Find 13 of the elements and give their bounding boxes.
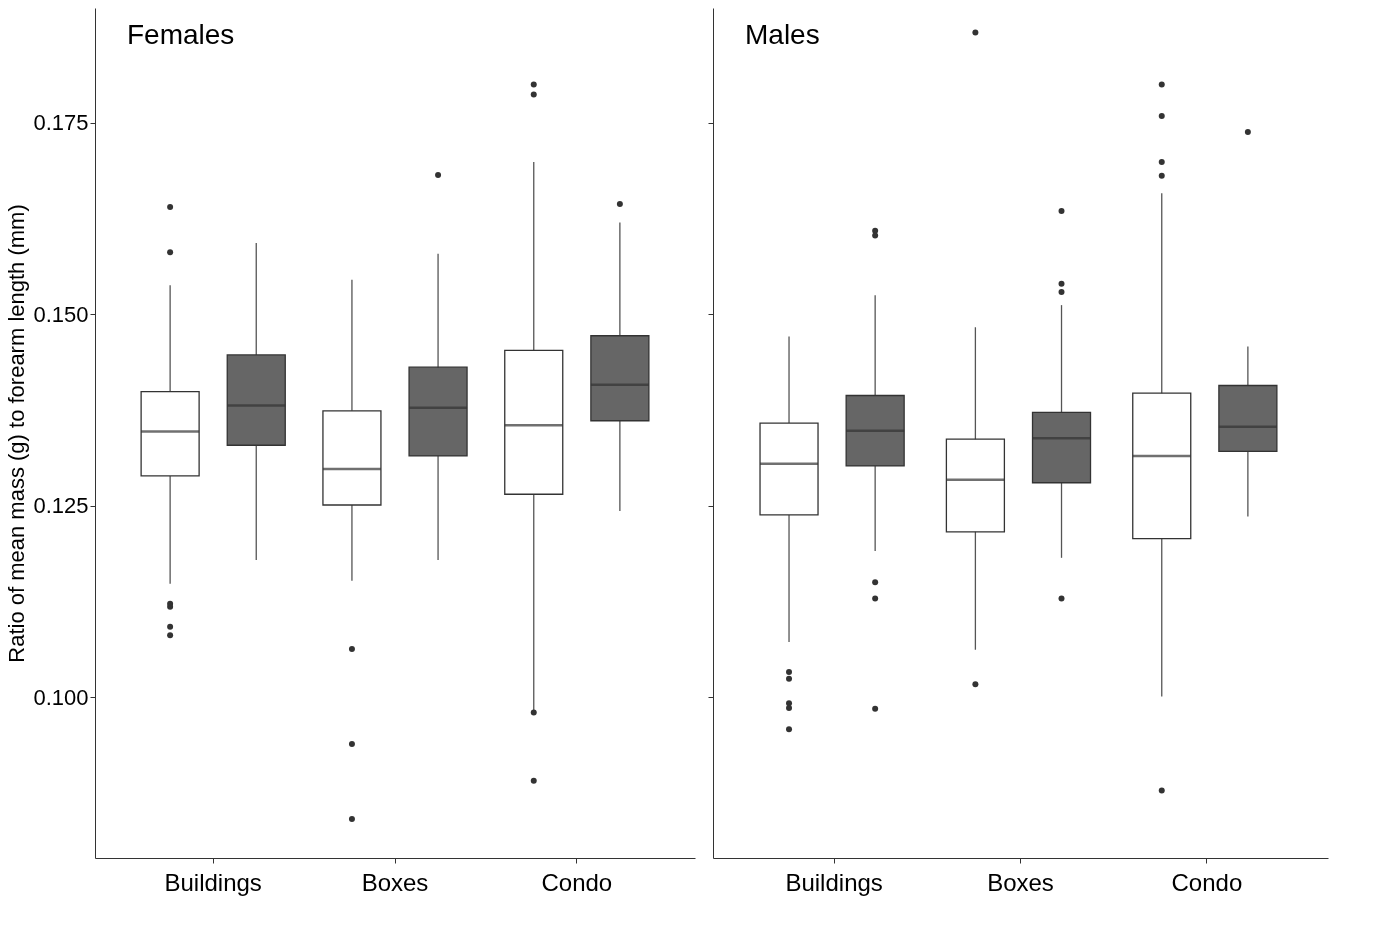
chart-title: Males — [745, 19, 820, 50]
x-tick-label: Buildings — [785, 868, 883, 896]
x-tick-label: Condo — [541, 868, 613, 896]
y-tick-label: 0.100 — [33, 684, 89, 710]
chart-title: Females — [127, 19, 235, 50]
y-tick-label: 0.175 — [33, 110, 89, 136]
y-tick-label: 0.125 — [33, 493, 89, 519]
x-tick-label: Condo — [1171, 868, 1243, 896]
y-axis-title: Ratio of mean mass (g) to forearm length (mm) — [4, 204, 30, 663]
x-tick-label: Boxes — [987, 868, 1054, 896]
x-tick-label: Boxes — [361, 868, 429, 896]
y-tick-label: 0.150 — [33, 301, 89, 327]
x-tick-label: Buildings — [164, 868, 262, 896]
